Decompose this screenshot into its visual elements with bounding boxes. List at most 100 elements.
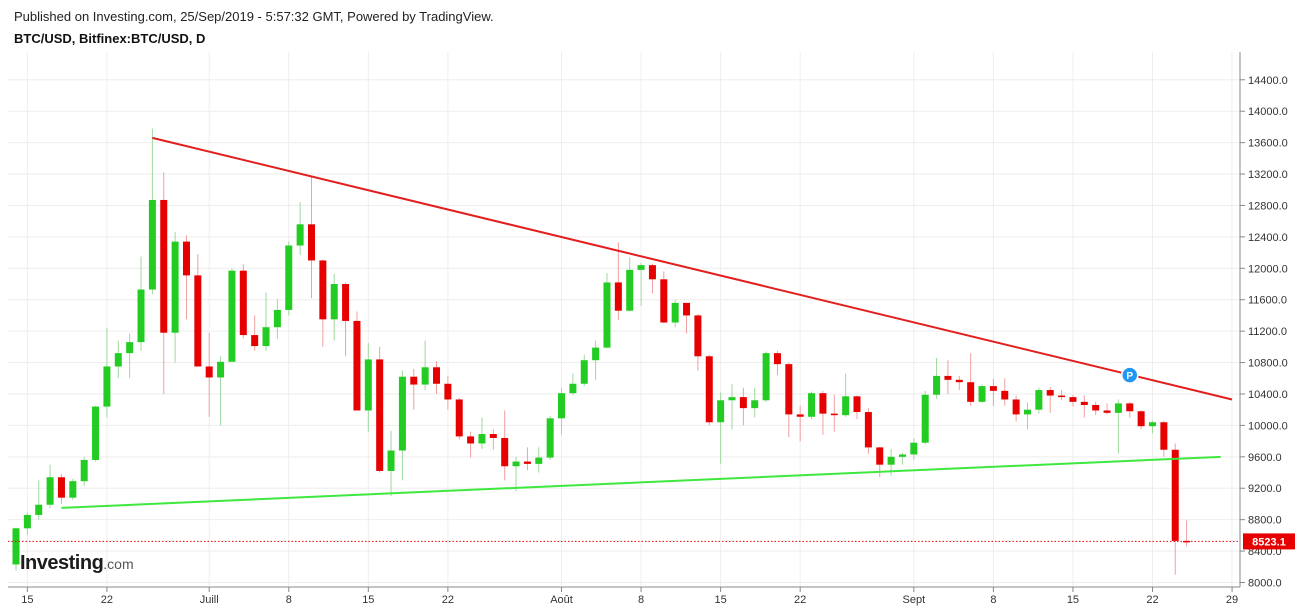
candle-body bbox=[1046, 390, 1054, 396]
candle-body bbox=[1103, 410, 1111, 413]
candle-body bbox=[876, 447, 884, 465]
y-tick-label: 9600.0 bbox=[1248, 452, 1282, 464]
candle-body bbox=[785, 364, 793, 415]
last-price-label: 8523.1 bbox=[1252, 536, 1286, 548]
x-tick-label: 22 bbox=[1146, 594, 1158, 606]
candle-body bbox=[989, 386, 997, 391]
candle-body bbox=[80, 459, 88, 482]
candle-body bbox=[126, 342, 134, 354]
y-tick-label: 14400.0 bbox=[1248, 75, 1288, 87]
candle-body bbox=[92, 406, 100, 460]
y-tick-label: 10800.0 bbox=[1248, 358, 1288, 370]
candle-body bbox=[535, 457, 543, 464]
x-tick-label: 29 bbox=[1226, 594, 1238, 606]
candle-body bbox=[683, 302, 691, 316]
trendlines[interactable] bbox=[61, 136, 1233, 509]
candle-body bbox=[148, 199, 156, 290]
candle-body bbox=[467, 436, 475, 444]
candle-body bbox=[12, 528, 20, 565]
candle-body bbox=[910, 442, 918, 455]
candle-body bbox=[410, 376, 418, 385]
candle-body bbox=[955, 379, 963, 383]
candle-body bbox=[182, 241, 190, 276]
candle-body bbox=[478, 434, 486, 444]
chart-header: Published on Investing.com, 25/Sep/2019 … bbox=[14, 8, 494, 48]
candle-body bbox=[614, 282, 622, 311]
candle-body bbox=[307, 224, 315, 261]
candle-body bbox=[421, 367, 429, 385]
candle-body bbox=[228, 270, 236, 362]
candle-body bbox=[637, 265, 645, 270]
candle-body bbox=[751, 400, 759, 409]
candle-body bbox=[933, 375, 941, 395]
x-tick-label: 8 bbox=[990, 594, 996, 606]
candle-body bbox=[330, 284, 338, 320]
logo-domain-text: .com bbox=[103, 556, 134, 572]
candle-body bbox=[57, 477, 65, 498]
candle-body bbox=[217, 361, 225, 378]
x-tick-label: Juill bbox=[200, 594, 219, 606]
candle-body bbox=[103, 366, 111, 407]
candle-body bbox=[46, 477, 54, 505]
candle-body bbox=[660, 279, 668, 323]
candle-body bbox=[433, 367, 441, 384]
candle-body bbox=[171, 241, 179, 333]
x-tick-label: 15 bbox=[21, 594, 33, 606]
candle-body bbox=[523, 461, 531, 464]
candle-body bbox=[1023, 409, 1031, 415]
candle-body bbox=[364, 359, 372, 411]
candle-body bbox=[592, 347, 600, 361]
candle-body bbox=[580, 360, 588, 384]
candle-body bbox=[387, 450, 395, 471]
time-axis[interactable]: 15 22 Juill 8 15 22 Août 8 15 22 Sept 8 15 22 29 bbox=[8, 586, 1240, 606]
candle-body bbox=[626, 269, 634, 311]
candle-body bbox=[603, 282, 611, 348]
y-tick-label: 11200.0 bbox=[1248, 326, 1287, 338]
candle-body bbox=[1069, 397, 1077, 402]
candle-body bbox=[830, 413, 838, 416]
candle-body bbox=[1137, 411, 1145, 427]
y-tick-label: 10400.0 bbox=[1248, 389, 1288, 401]
candle-body bbox=[489, 434, 497, 438]
candle-body bbox=[944, 375, 952, 380]
candle-body bbox=[967, 382, 975, 402]
candle-body bbox=[501, 437, 509, 467]
candle-body bbox=[898, 454, 906, 457]
x-tick-label: 22 bbox=[794, 594, 806, 606]
candle-body bbox=[1080, 401, 1088, 405]
pattern-marker-icon[interactable] bbox=[1121, 366, 1139, 384]
y-tick-label: 9200.0 bbox=[1248, 483, 1282, 495]
candle-body bbox=[35, 504, 43, 515]
x-tick-label: 15 bbox=[362, 594, 374, 606]
candle-body bbox=[808, 393, 816, 417]
candle-body bbox=[1001, 390, 1009, 400]
price-axis[interactable]: 14400.0 14000.0 13600.0 13200.0 12800.0 12400… bbox=[1239, 52, 1288, 590]
candle-body bbox=[1126, 403, 1134, 412]
candle-body bbox=[114, 353, 122, 367]
candle-body bbox=[398, 376, 406, 451]
candle-body bbox=[251, 335, 259, 347]
candle-body bbox=[1092, 404, 1100, 411]
x-tick-label: Août bbox=[550, 594, 573, 606]
y-tick-label: 13200.0 bbox=[1248, 169, 1288, 181]
candle-body bbox=[819, 393, 827, 414]
overlay: 8523.1 P bbox=[8, 366, 1295, 550]
candle-body bbox=[921, 394, 929, 443]
candle-body bbox=[705, 356, 713, 423]
support-trendline[interactable] bbox=[61, 455, 1221, 509]
candle-body bbox=[1183, 540, 1191, 543]
x-tick-label: 15 bbox=[715, 594, 727, 606]
candle-body bbox=[853, 396, 861, 413]
candle-body bbox=[796, 414, 804, 417]
resistance-trendline[interactable] bbox=[152, 136, 1233, 401]
candle-body bbox=[1012, 399, 1020, 415]
x-tick-label: Sept bbox=[903, 594, 926, 606]
candle-body bbox=[762, 353, 770, 401]
candle-body bbox=[773, 353, 781, 365]
candle-body bbox=[648, 265, 656, 280]
candle-body bbox=[160, 199, 168, 333]
candle-body bbox=[512, 461, 520, 467]
candle-body bbox=[671, 302, 679, 323]
y-tick-label: 14000.0 bbox=[1248, 106, 1288, 118]
